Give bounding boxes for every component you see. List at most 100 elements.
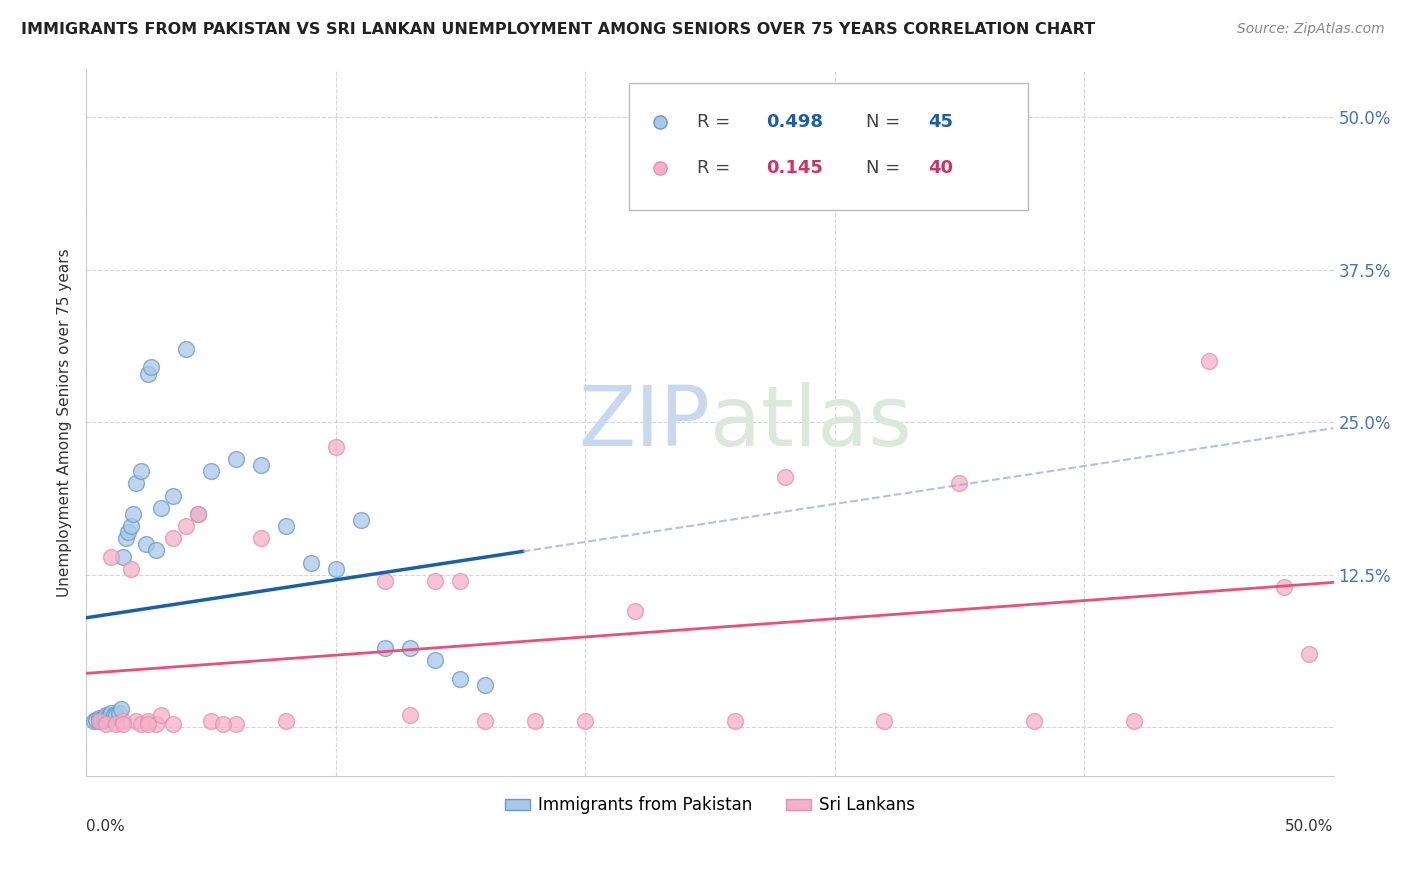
Point [100, 549, 122, 564]
Point [100, 706, 122, 720]
Point [125, 714, 148, 729]
Point [174, 519, 197, 533]
Point [162, 716, 184, 731]
Text: 50.0%: 50.0% [1285, 819, 1333, 834]
Point [145, 543, 167, 558]
Point [624, 605, 647, 619]
Text: 40: 40 [928, 159, 953, 177]
Point [274, 714, 297, 729]
Point [1024, 714, 1046, 729]
Point [425, 574, 447, 588]
Point [149, 500, 172, 515]
Text: Source: ZipAtlas.com: Source: ZipAtlas.com [1237, 22, 1385, 37]
Point [122, 507, 145, 521]
Point [174, 342, 197, 356]
Point [94, 716, 117, 731]
Text: N =: N = [866, 112, 905, 130]
Point [100, 711, 122, 725]
Point [349, 513, 371, 527]
Point [773, 470, 796, 484]
Text: N =: N = [866, 159, 905, 177]
Point [724, 714, 747, 729]
Point [474, 678, 496, 692]
Point [112, 714, 135, 729]
Point [135, 537, 157, 551]
Point [374, 641, 396, 656]
Point [149, 708, 172, 723]
Point [125, 476, 148, 491]
Point [212, 716, 235, 731]
Point [162, 531, 184, 545]
Point [129, 716, 152, 731]
Point [249, 458, 271, 472]
Point [425, 653, 447, 667]
Point [200, 714, 222, 729]
Point [90, 714, 112, 729]
Point [94, 708, 117, 723]
Point [1198, 354, 1220, 368]
Point [399, 708, 422, 723]
Point [112, 716, 135, 731]
Point [225, 716, 247, 731]
Point [120, 562, 142, 576]
Point [325, 562, 347, 576]
Point [97, 708, 120, 723]
Point [105, 708, 128, 723]
Point [87, 714, 110, 729]
Point [249, 531, 271, 545]
Point [873, 714, 896, 729]
Point [83, 714, 105, 729]
Point [948, 476, 970, 491]
Point [374, 574, 396, 588]
Point [87, 711, 110, 725]
Point [139, 360, 162, 375]
Point [129, 464, 152, 478]
Point [524, 714, 547, 729]
Point [1298, 647, 1320, 661]
Point [138, 714, 160, 729]
Text: atlas: atlas [710, 382, 911, 463]
Point [110, 702, 132, 716]
Point [449, 672, 471, 686]
Text: 45: 45 [928, 112, 953, 130]
Legend: Immigrants from Pakistan, Sri Lankans: Immigrants from Pakistan, Sri Lankans [498, 789, 921, 821]
Point [103, 708, 125, 723]
Point [474, 714, 496, 729]
Point [399, 641, 422, 656]
Point [93, 713, 115, 727]
Point [274, 519, 297, 533]
Point [105, 716, 128, 731]
Point [449, 574, 471, 588]
Point [1122, 714, 1144, 729]
Point [94, 712, 117, 726]
Point [138, 716, 160, 731]
Point [115, 531, 138, 545]
Point [138, 367, 160, 381]
Text: 0.0%: 0.0% [86, 819, 125, 834]
Point [1272, 580, 1295, 594]
Point [120, 519, 142, 533]
Y-axis label: Unemployment Among Seniors over 75 years: Unemployment Among Seniors over 75 years [58, 248, 72, 597]
Text: 0.498: 0.498 [766, 112, 823, 130]
Point [325, 440, 347, 454]
Text: ZIP: ZIP [578, 382, 710, 463]
Text: R =: R = [697, 112, 737, 130]
Text: IMMIGRANTS FROM PAKISTAN VS SRI LANKAN UNEMPLOYMENT AMONG SENIORS OVER 75 YEARS : IMMIGRANTS FROM PAKISTAN VS SRI LANKAN U… [21, 22, 1095, 37]
Point [97, 711, 120, 725]
Point [87, 714, 110, 729]
Point [93, 711, 115, 725]
Point [299, 556, 322, 570]
Point [162, 489, 184, 503]
Text: R =: R = [697, 159, 737, 177]
Point [574, 714, 596, 729]
Point [112, 549, 135, 564]
Text: 0.145: 0.145 [766, 159, 823, 177]
Point [187, 507, 209, 521]
Point [225, 452, 247, 467]
Point [84, 713, 107, 727]
Point [107, 706, 129, 720]
FancyBboxPatch shape [628, 83, 1028, 210]
Point [187, 507, 209, 521]
Point [200, 464, 222, 478]
Point [90, 712, 112, 726]
